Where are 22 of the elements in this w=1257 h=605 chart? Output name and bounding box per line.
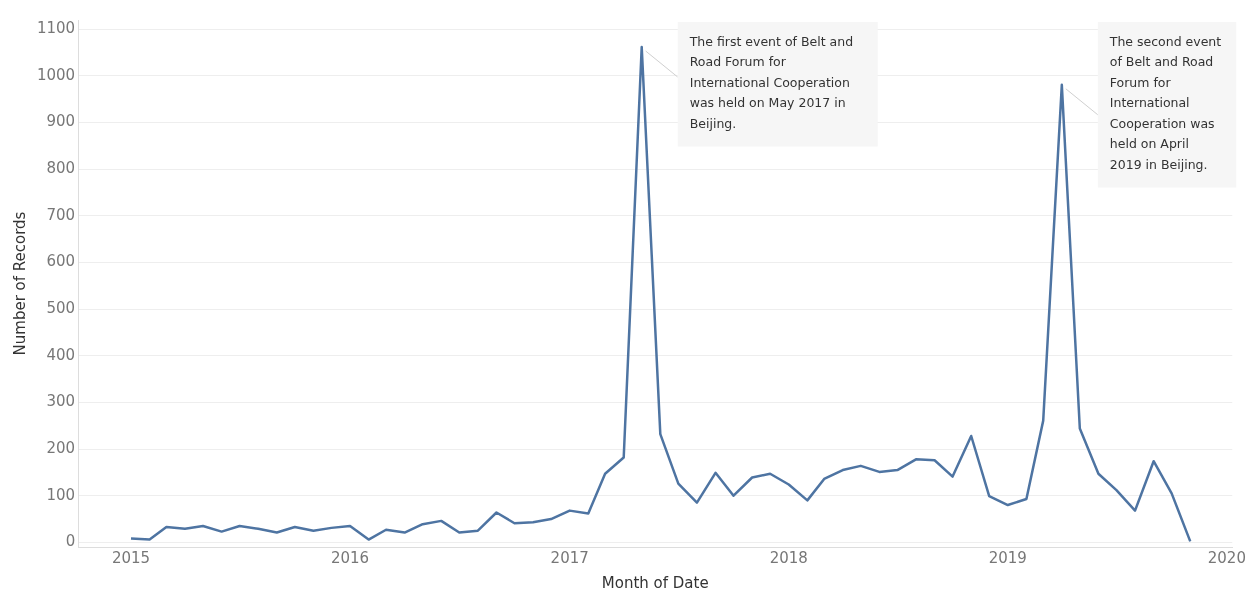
x-tick-label: 2016	[330, 548, 370, 567]
y-axis-title: Number of Records	[10, 211, 29, 356]
y-tick-label: 0	[65, 532, 76, 551]
y-tick-label: 1000	[36, 65, 76, 84]
x-tick-label: 2019	[988, 548, 1027, 567]
x-tick-label: 2018	[769, 548, 808, 567]
y-tick-label: 200	[46, 438, 76, 457]
y-tick-label: 700	[46, 205, 76, 224]
y-tick-label: 900	[46, 112, 76, 131]
x-tick-label: 2020	[1207, 548, 1246, 567]
x-tick-label: 2015	[111, 548, 151, 567]
annotation: The second event of Belt and Road Forum for International Cooperation was held on April 2019 in Beijing.	[1108, 33, 1222, 172]
x-tick-label: 2017	[550, 548, 589, 567]
x-axis-title: Month of Date	[601, 573, 709, 592]
y-tick-label: 400	[46, 345, 76, 364]
y-tick-label: 1100	[36, 19, 76, 38]
y-tick-label: 800	[46, 159, 76, 178]
y-tick-label: 300	[46, 392, 76, 411]
annotation: The first event of Belt and Road Forum for International Cooperation was held on May 2017 in Beijing.	[688, 33, 854, 131]
y-tick-label: 100	[46, 485, 76, 504]
y-tick-label: 600	[46, 252, 76, 271]
y-tick-label: 500	[46, 299, 76, 318]
